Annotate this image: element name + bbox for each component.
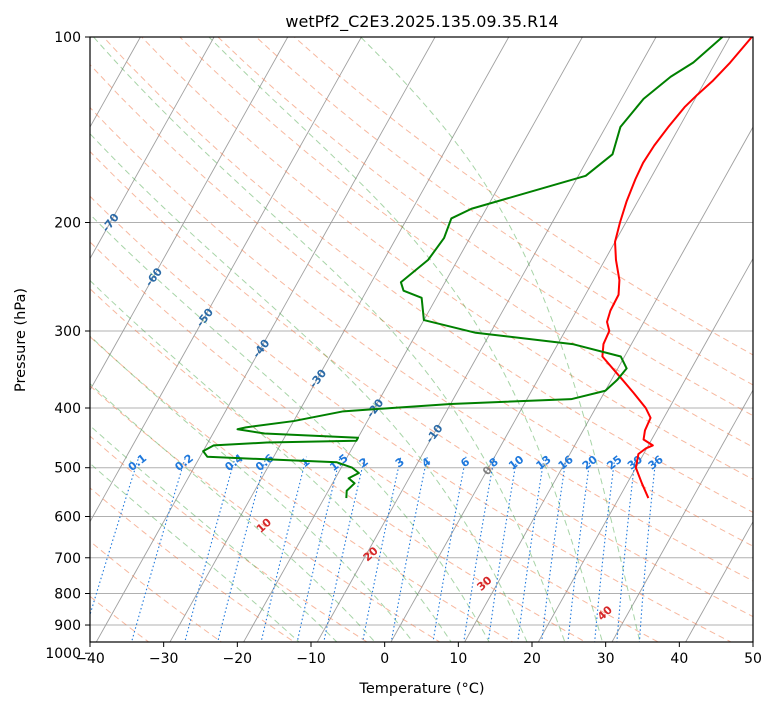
dry-adiabat-line (90, 335, 514, 642)
chart-title: wetPf2_C2E3.2025.135.09.35.R14 (285, 12, 558, 32)
mixing-ratio-line (362, 456, 402, 642)
mixing-ratio-line (432, 456, 467, 642)
y-axis-label: Pressure (hPa) (13, 288, 29, 392)
x-tick-label: −40 (75, 651, 105, 667)
x-tick-label: −10 (296, 651, 326, 667)
mixing-ratio-line (616, 456, 636, 642)
moist-adiabat-line (90, 383, 376, 642)
dry-adiabat-line (90, 195, 733, 642)
y-tick-label: 600 (54, 510, 81, 526)
mixing-ratio-line (638, 456, 657, 642)
dry-adiabat-line (90, 150, 753, 618)
x-tick-label: −20 (223, 651, 253, 667)
mixing-ratio-line (390, 456, 428, 642)
moist-adiabat-line (360, 37, 641, 642)
y-tick-label: 300 (54, 324, 81, 340)
dry-adiabat-line (293, 37, 753, 356)
mixing-ratio-line (130, 456, 187, 642)
x-tick-label: 30 (597, 651, 615, 667)
y-tick-label: 400 (54, 401, 81, 417)
plot-area (90, 37, 753, 642)
isotherm-line (390, 37, 731, 642)
y-tick-label: 100 (54, 30, 81, 46)
x-axis-label: Temperature (°C) (358, 681, 484, 697)
y-tick-label: 900 (54, 618, 81, 634)
isotherm-line (90, 37, 289, 392)
dry-adiabat-line (90, 288, 587, 642)
moist-adiabat-line (90, 424, 338, 642)
isotherm-line (611, 389, 753, 642)
dry-adiabat-line (90, 435, 368, 642)
y-tick-label: 800 (54, 587, 81, 603)
isotherm-line (90, 37, 362, 523)
dry-adiabat-line (90, 595, 150, 642)
moist-adiabat-line (208, 37, 603, 642)
y-tick-label: 200 (54, 216, 81, 232)
mixing-ratio-line (90, 456, 140, 617)
moist-adiabat-line (90, 462, 300, 642)
axis-layer: −40 −30 −20 −10 0 10 20 30 40 50 100 200 300 400 500 60… (45, 30, 762, 667)
dry-adiabat-line (90, 106, 753, 582)
mixing-ratio-line (517, 456, 545, 642)
y-tick-label: 700 (54, 551, 81, 567)
dry-adiabat-line (90, 241, 660, 642)
x-tick-label: −30 (149, 651, 179, 667)
isotherm-line (685, 520, 753, 642)
mixing-ratio-line (541, 456, 567, 642)
dewpoint-profile-line (202, 37, 724, 499)
x-tick-label: 50 (744, 651, 762, 667)
moist-adiabat-line (90, 279, 452, 642)
x-tick-label: 0 (380, 651, 389, 667)
temperature-profile-line (601, 37, 753, 499)
moist-adiabat-line (93, 37, 566, 642)
moist-adiabat-line (90, 132, 528, 642)
moist-adiabat-line (90, 213, 490, 642)
isotherm-line (169, 37, 510, 642)
mixing-ratio-line (487, 456, 518, 642)
mixing-ratio-line (567, 456, 591, 642)
plot-frame (89, 36, 754, 643)
isotherm-line (95, 37, 436, 642)
y-tick-label: 500 (54, 461, 81, 477)
moist-adiabat-line (90, 335, 414, 642)
dry-adiabat-line (217, 37, 753, 417)
dry-adiabat-line (179, 37, 753, 448)
x-tick-label: 20 (523, 651, 541, 667)
isotherm-line (243, 37, 583, 642)
dry-adiabat-line (90, 487, 296, 642)
x-tick-label: 40 (670, 651, 688, 667)
mixing-ratio-line (594, 456, 616, 642)
x-tick-label: 10 (449, 651, 467, 667)
y-tick-label: 1000 (45, 646, 81, 662)
dry-adiabat-line (90, 63, 753, 547)
